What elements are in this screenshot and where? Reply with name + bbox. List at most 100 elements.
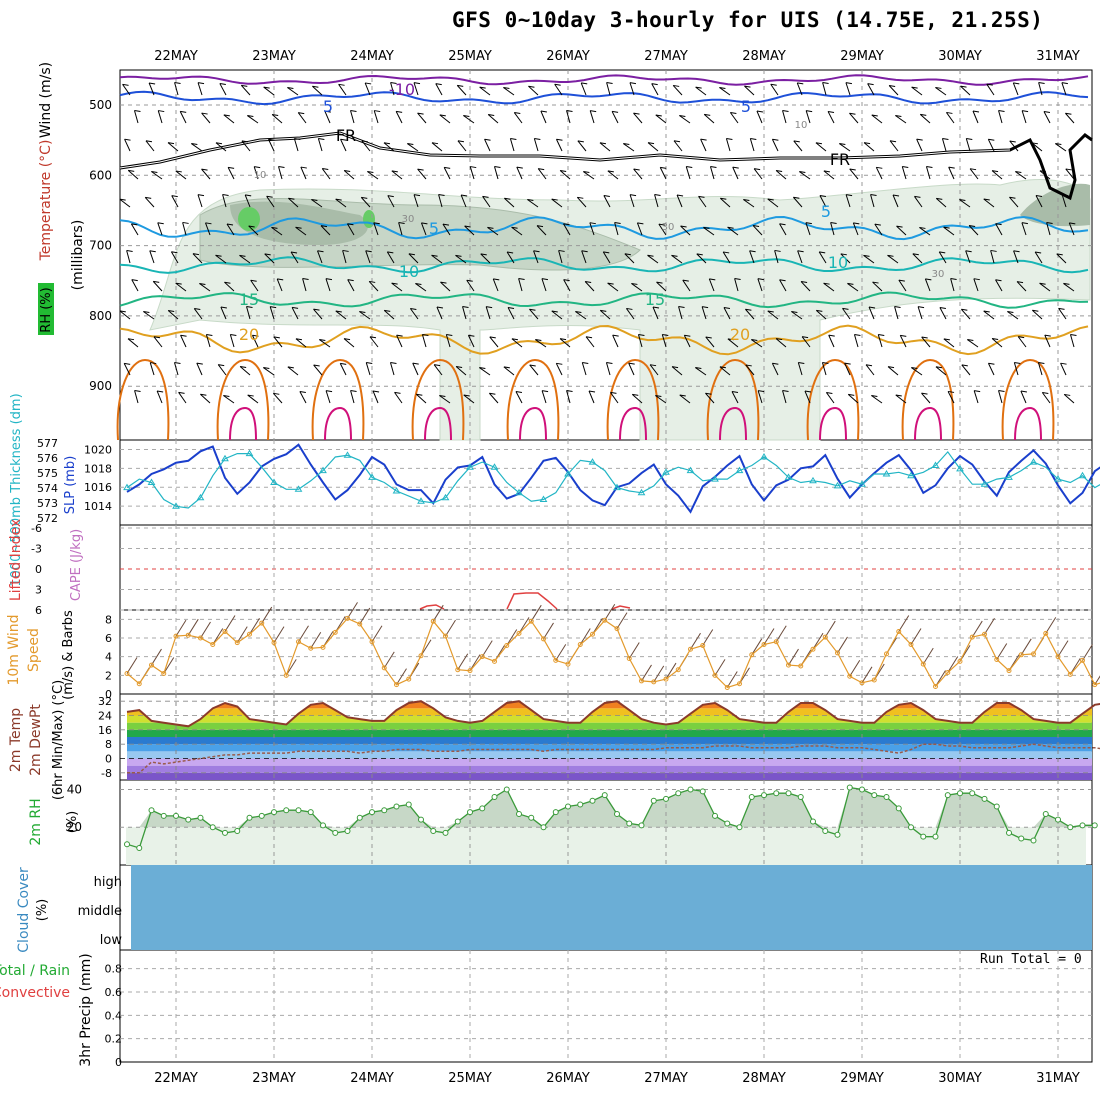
rh-point [442,829,449,836]
wind-barb [610,392,619,404]
wind-tick: 2 [105,669,112,682]
wind-barb-flag [872,281,879,284]
wind-barb [604,604,616,621]
wind-barb-flag [1039,170,1046,173]
wind-barb-flag [919,226,926,229]
precip-tick: 0.8 [105,963,123,976]
wind-barb [513,112,523,124]
wind-barb [224,281,235,292]
wind-barb-flag [529,308,536,311]
wind-barb [438,194,443,208]
wind-barb-flag [590,110,597,113]
contour-label: 10 [399,262,419,281]
wind-barb [727,338,739,348]
wind-barb [589,110,595,124]
wind-speed-point [884,651,889,657]
wind-barb [665,662,677,680]
wind-barb-flag [577,196,584,199]
wind-barb [641,664,652,682]
wind-barb-flag [556,138,563,141]
isotherm-30 [324,406,352,441]
contour-label: 10 [828,253,848,272]
wind-barb-flag [566,389,573,392]
wind-barb [432,604,444,622]
slp-line [126,443,1100,514]
wind-barb-flag [518,277,525,280]
thickness-point [294,485,303,492]
rh-max-blob [238,207,260,231]
wind-barb-flag [848,393,855,396]
wind-barb [729,112,739,124]
wind-barb-flag [650,364,657,367]
ylabel-cape: CAPE (J/kg) [69,529,84,601]
wind-barb-flag [992,338,999,341]
rh-point [724,820,731,827]
rh-point [393,803,400,810]
wind-barb-flag [680,225,687,228]
rh-point [834,831,841,838]
wind-barb-flag [194,308,201,311]
wind-speed-point [173,633,179,639]
wind-barb [782,110,787,124]
wind-barb [134,390,139,404]
wind-barb [757,390,763,404]
wind-barb [705,336,715,348]
wind-barb-flag [947,390,955,393]
wind-barb-flag [791,311,798,313]
wind-barb [960,308,971,320]
wind-barb-flag [802,336,809,339]
slp-tick: 1014 [84,500,112,513]
wind-barb-flag [131,279,138,282]
rh-area [127,787,1095,828]
wind-speed-point [786,662,791,668]
wind-barb-flag [758,390,765,393]
wind-barb-flag [200,393,207,396]
wind-barb-flag [479,86,486,89]
wind-barb [916,138,923,152]
thickness-point [784,473,793,480]
wind-speed-point [320,644,326,650]
wind-barb [637,334,643,348]
wind-barb-flag [312,85,319,88]
wind-barb [163,657,175,674]
rh-shade-dark [230,201,368,245]
wind-barb [420,222,427,236]
wind-barb-flag [651,83,658,86]
wind-barb-flag [435,83,442,86]
wind-barb [671,254,683,264]
wind-barb-flag [662,334,669,337]
wind-barb-flag [679,115,686,118]
wind-barb-flag [298,112,305,115]
rh-point [197,814,204,821]
wind-barb-flag [413,194,421,197]
wind-barb [227,167,235,180]
ylabel-temperature: Temperature (°C) [38,140,54,262]
wind-barb-flag [920,113,927,116]
wind-barb [276,278,283,292]
wind-barb [655,395,667,404]
thickness-point [1054,475,1062,482]
wind-barb [462,306,467,320]
wind-barb-flag [149,82,156,85]
wind-barb [685,166,691,180]
wind-barb-flag [767,310,774,313]
wind-barb [563,279,571,292]
isotherm-25 [806,358,860,441]
wind-barb-flag [874,223,881,226]
wind-barb-flag [1014,362,1021,365]
rh-point [124,841,130,848]
wind-barb [775,170,787,180]
wind-barb [895,115,907,124]
wind-barb-flag [600,309,607,312]
wind-barb-flag [302,277,309,280]
wind-barb [935,87,947,96]
wind-speed-point [357,621,363,627]
wind-barb [1094,675,1100,685]
wind-barb-flag [1020,390,1027,393]
wind-barb-flag [849,168,856,171]
wind-barb-flag [239,254,246,257]
wind-barb-flag [421,222,428,225]
wind-barb [695,86,707,96]
wind-barb-flag [966,138,973,141]
wind-barb-flag [936,197,943,200]
